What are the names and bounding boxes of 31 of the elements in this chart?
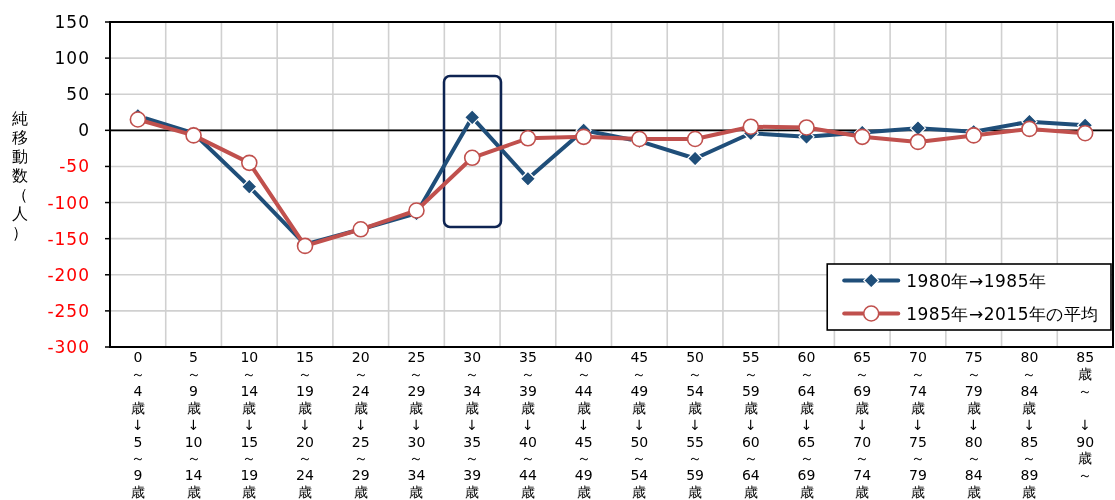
category-label: 5～9歳↓10～14歳 <box>184 349 203 500</box>
category-label: 25～29歳↓30～34歳 <box>407 349 426 500</box>
category-label: 75～79歳↓80～84歳 <box>964 349 983 500</box>
category-label: 40～44歳↓45～49歳 <box>574 349 593 500</box>
category-label: 30～34歳↓35～39歳 <box>463 349 482 500</box>
category-label: 45～49歳↓50～54歳 <box>630 349 649 500</box>
y-tick-label: -200 <box>47 264 90 285</box>
category-label: 0～4歳↓5～9歳 <box>130 349 145 500</box>
y-tick-label: -250 <box>47 300 90 321</box>
y-tick-label: -300 <box>47 337 90 357</box>
category-label: 10～14歳↓15～19歳 <box>240 349 259 500</box>
legend-label: 1985年→2015年の平均 <box>906 303 1099 324</box>
category-label: 85歳～↓90歳～ <box>1076 349 1095 484</box>
y-tick-label: -50 <box>59 156 90 177</box>
ylabel: 純移動数（人） <box>12 108 28 241</box>
y-tick-label: 0 <box>78 120 90 141</box>
category-label: 80～84歳↓85～89歳 <box>1020 349 1039 500</box>
legend-label: 1980年→1985年 <box>906 270 1047 291</box>
category-label: 20～24歳↓25～29歳 <box>351 349 370 500</box>
y-tick-label: 100 <box>54 48 90 69</box>
y-tick-label: -150 <box>47 228 90 249</box>
category-label: 55～59歳↓60～64歳 <box>741 349 760 500</box>
y-tick-label: 50 <box>66 84 90 105</box>
category-label: 15～19歳↓20～24歳 <box>296 349 314 500</box>
category-label: 50～54歳↓55～59歳 <box>686 349 704 500</box>
category-label: 65～69歳↓70～74歳 <box>853 349 872 500</box>
y-tick-label: 150 <box>54 12 90 32</box>
category-label: 70～74歳↓75～79歳 <box>909 349 927 500</box>
category-label: 60～64歳↓65～69歳 <box>797 349 816 500</box>
y-tick-label: -100 <box>47 192 90 213</box>
category-label: 35～39歳↓40～44歳 <box>519 349 537 500</box>
